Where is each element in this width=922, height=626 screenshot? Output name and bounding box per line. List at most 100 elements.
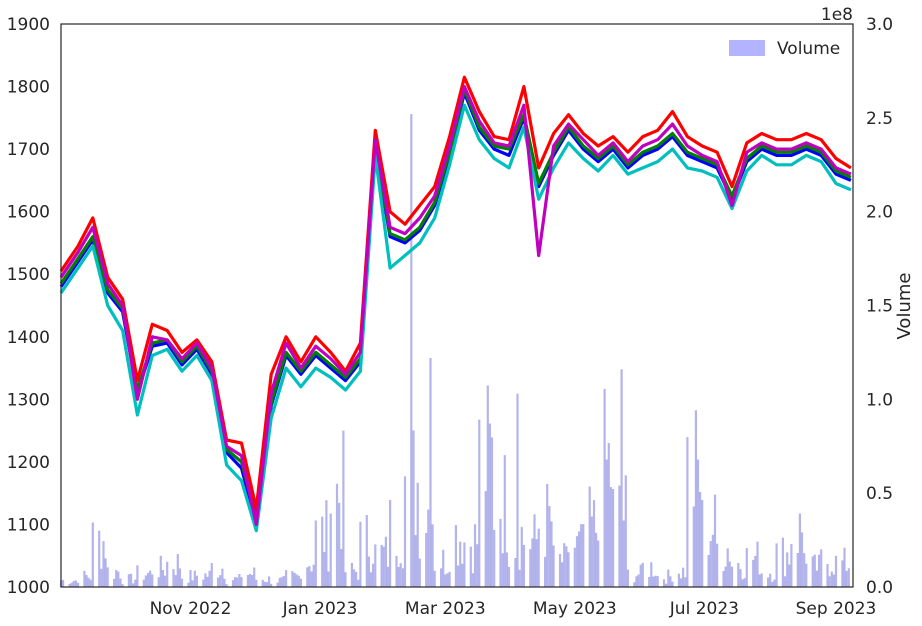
- volume-bar: [119, 578, 122, 587]
- volume-bar: [193, 570, 196, 587]
- volume-bar: [397, 567, 400, 587]
- volume-bar: [469, 546, 472, 587]
- volume-bar: [752, 559, 755, 587]
- volume-bar: [841, 560, 844, 587]
- volume-bar: [261, 579, 264, 587]
- volume-bar: [89, 579, 92, 587]
- volume-bar: [784, 576, 787, 587]
- volume-bar: [251, 575, 254, 587]
- volume-bar: [641, 562, 644, 587]
- legend-label-volume: Volume: [777, 39, 840, 59]
- volume-bar: [418, 558, 421, 587]
- volume-bar: [760, 573, 763, 587]
- volume-bar: [758, 574, 761, 587]
- volume-bar: [679, 578, 683, 587]
- volume-bar: [433, 570, 436, 587]
- volume-bar: [580, 524, 583, 587]
- volume-bar: [476, 544, 479, 587]
- volume-bar: [327, 571, 330, 587]
- volume-bar: [234, 577, 237, 587]
- x-tick-label: Mar 2023: [405, 599, 486, 619]
- volume-bar: [246, 575, 249, 587]
- volume-bar: [157, 577, 160, 587]
- y-left-tick-label: 1100: [7, 515, 50, 535]
- volume-bar: [726, 548, 729, 587]
- volume-bar: [471, 573, 474, 587]
- volume-bar: [151, 574, 154, 587]
- volume-bar: [507, 566, 511, 587]
- volume-bar: [446, 573, 449, 587]
- volume-bar: [684, 577, 687, 587]
- volume-bar: [805, 563, 808, 587]
- y-right-tick-label: 1.0: [866, 390, 893, 410]
- volume-bar: [773, 579, 776, 587]
- volume-bar: [91, 522, 94, 587]
- volume-bar: [282, 576, 285, 587]
- volume-bar: [350, 562, 353, 587]
- volume-bar: [609, 487, 612, 587]
- right-axis-label: Volume: [894, 273, 915, 340]
- volume-bar: [299, 578, 302, 587]
- volume-bar: [344, 572, 347, 587]
- volume-bar: [297, 575, 300, 587]
- volume-bar: [667, 569, 670, 587]
- volume-bar: [312, 564, 315, 587]
- volume-bar: [454, 525, 457, 587]
- volume-bar: [845, 570, 848, 587]
- volume-bar: [285, 570, 288, 587]
- volume-bar: [291, 571, 294, 587]
- volume-bar: [410, 114, 413, 587]
- volume-bar: [134, 579, 137, 587]
- volume-bar: [106, 567, 109, 587]
- volume-bar: [255, 579, 258, 587]
- volume-bar: [389, 500, 392, 587]
- volume-bar: [503, 455, 506, 587]
- volume-bar: [295, 574, 298, 587]
- volume-bar: [403, 476, 407, 587]
- y-left-tick-label: 1600: [7, 203, 50, 223]
- volume-bar: [369, 572, 373, 587]
- volume-bar: [716, 543, 719, 587]
- volume-bar: [590, 516, 593, 587]
- legend: Volume: [729, 39, 840, 59]
- volume-bar: [546, 483, 549, 587]
- volume-bar: [357, 579, 360, 587]
- volume-bar: [701, 500, 704, 587]
- volume-bar: [656, 576, 659, 587]
- volume-bar: [102, 541, 105, 587]
- volume-bar: [325, 500, 328, 587]
- volume-bar: [713, 494, 717, 587]
- volume-bar: [711, 534, 714, 587]
- volume-bar: [624, 475, 627, 587]
- volume-bar: [622, 520, 625, 587]
- volume-bar: [278, 577, 281, 587]
- volume-bar: [800, 532, 804, 587]
- volume-bar: [552, 545, 555, 587]
- volume-bar: [811, 556, 814, 587]
- volume-bar: [429, 358, 432, 587]
- volume-bar: [550, 521, 553, 587]
- volume-bar: [573, 547, 576, 587]
- volume-bar: [612, 488, 615, 587]
- volume-bar: [618, 485, 621, 587]
- volume-bar: [635, 576, 638, 587]
- y-right-tick-label: 1.5: [866, 297, 893, 317]
- volume-bar: [514, 558, 517, 587]
- volume-bar: [682, 567, 685, 587]
- volume-bar: [187, 582, 190, 587]
- volume-bar: [739, 569, 742, 587]
- volume-bar: [607, 443, 610, 587]
- volume-bar: [238, 574, 241, 587]
- volume-bar: [355, 571, 358, 587]
- volume-bar: [767, 577, 770, 587]
- volume-bar: [461, 563, 464, 587]
- volume-bar: [144, 575, 147, 587]
- volume-bar: [72, 581, 75, 587]
- volume-bar: [265, 582, 269, 587]
- volume-bar: [671, 581, 674, 587]
- volume-bar: [113, 578, 116, 587]
- volume-bar: [775, 543, 778, 587]
- volume-bar: [567, 552, 570, 587]
- x-tick-label: Nov 2022: [150, 599, 232, 619]
- volume-bar: [195, 575, 198, 587]
